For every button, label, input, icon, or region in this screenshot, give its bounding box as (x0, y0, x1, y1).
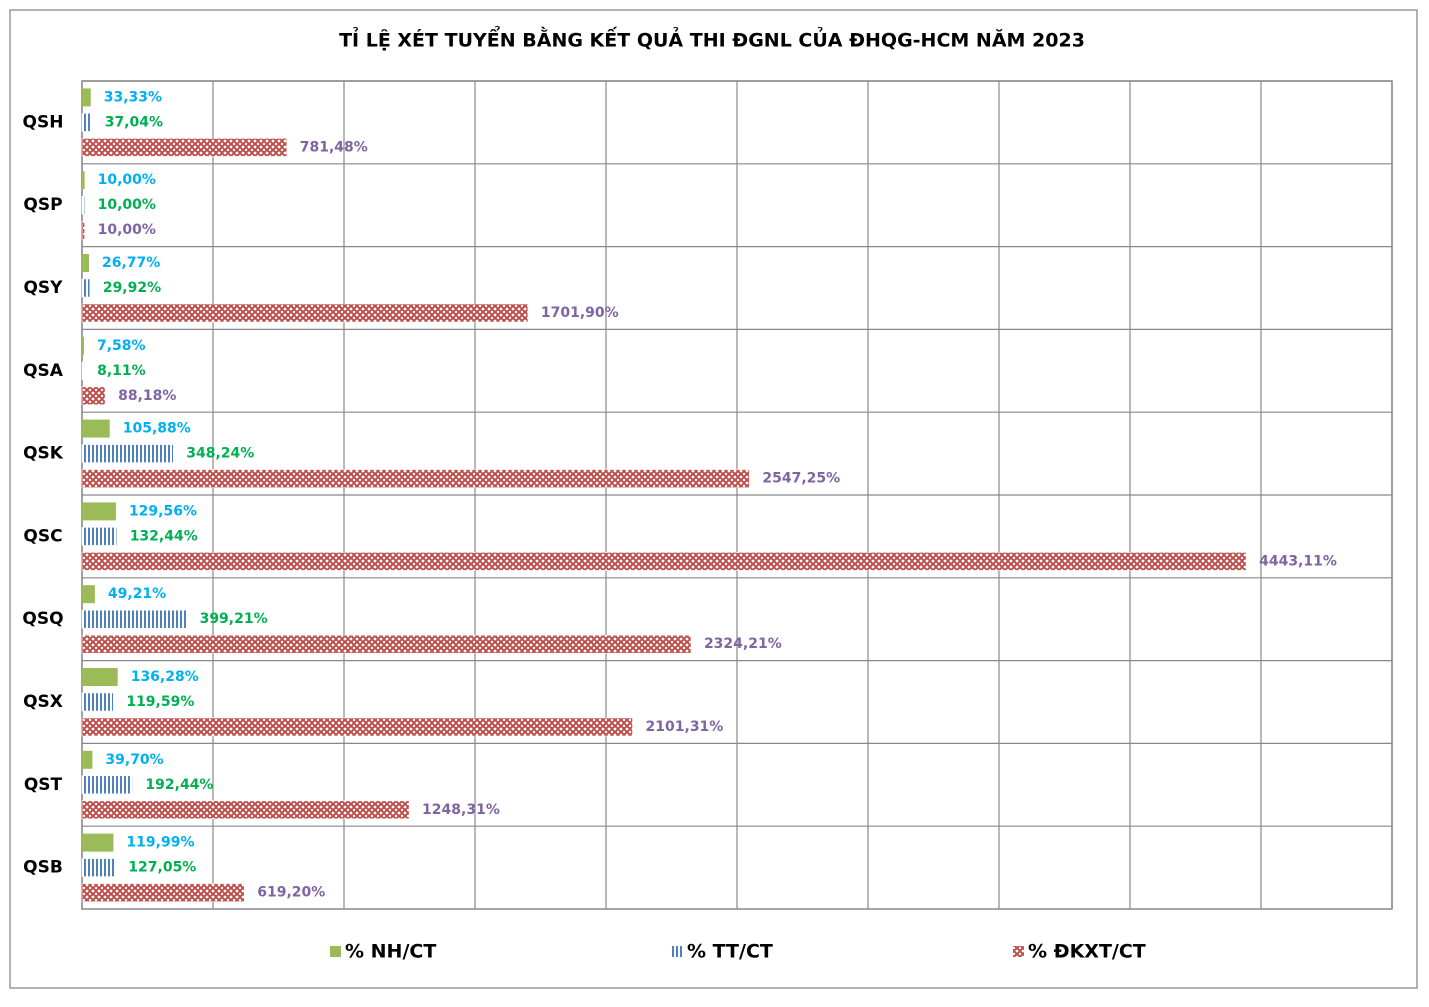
data-label: 1701,90% (541, 305, 619, 321)
bar (82, 254, 90, 272)
data-label: 132,44% (130, 528, 198, 544)
bar (81, 527, 117, 546)
data-label: 119,59% (126, 694, 194, 710)
data-label: 399,21% (200, 611, 268, 627)
y-tick-label: QSY (23, 278, 63, 298)
bar (81, 552, 1247, 571)
data-label: 2547,25% (762, 471, 840, 487)
y-tick-label: QSA (23, 361, 64, 381)
data-label: 26,77% (102, 255, 160, 271)
bar (81, 113, 92, 132)
data-label: 781,48% (300, 139, 368, 155)
data-label: 129,56% (129, 503, 197, 519)
data-label: 10,00% (98, 172, 156, 188)
data-label: 119,99% (126, 835, 194, 851)
data-label: 4443,11% (1259, 553, 1337, 569)
data-label: 192,44% (145, 777, 213, 793)
legend-swatch (330, 946, 341, 957)
bar (82, 171, 85, 190)
data-label: 37,04% (105, 114, 163, 130)
bar (81, 469, 750, 488)
legend-swatch (672, 946, 683, 957)
y-tick-label: QSH (23, 112, 64, 132)
data-label: 105,88% (123, 421, 191, 437)
bar (81, 278, 91, 298)
data-label: 1248,31% (422, 802, 500, 818)
bar (81, 220, 85, 240)
chart-title: TỈ LỆ XÉT TUYỂN BẰNG KẾT QUẢ THI ĐGNL CỦ… (339, 26, 1085, 52)
legend-swatch (1013, 946, 1024, 957)
bar (82, 750, 93, 769)
bar (81, 303, 529, 323)
bar (82, 668, 118, 686)
plot-frame (81, 80, 1393, 910)
y-tick-label: QSC (23, 526, 62, 546)
bar (81, 609, 187, 629)
data-label: 10,00% (98, 197, 156, 213)
bar (81, 386, 106, 406)
bar (81, 361, 85, 381)
bar (82, 419, 110, 438)
legend-label: % NH/CT (345, 941, 436, 963)
data-label: 7,58% (97, 338, 146, 354)
data-label: 10,00% (98, 222, 156, 238)
bar (81, 883, 245, 902)
data-label: 2324,21% (704, 636, 782, 652)
data-label: 29,92% (103, 280, 161, 296)
chart-border (9, 9, 1418, 989)
data-label: 619,20% (257, 885, 325, 901)
data-label: 49,21% (108, 586, 166, 602)
y-tick-label: QSQ (22, 609, 63, 629)
bar (81, 858, 116, 877)
bar (81, 138, 287, 157)
data-label: 127,05% (128, 860, 196, 876)
bar (82, 585, 95, 604)
data-label: 8,11% (97, 363, 146, 379)
y-tick-label: QSX (23, 692, 63, 712)
bar (81, 692, 114, 712)
bar (81, 800, 410, 820)
y-tick-label: QST (24, 775, 63, 795)
y-tick-label: QSK (23, 444, 64, 464)
bar (81, 717, 633, 737)
bar (82, 88, 91, 107)
bar (81, 634, 692, 654)
bar (82, 502, 116, 521)
bar (81, 444, 174, 463)
bar (81, 775, 133, 795)
bar (82, 336, 84, 355)
data-label: 39,70% (105, 752, 163, 768)
data-label: 348,24% (186, 446, 254, 462)
y-tick-label: QSP (23, 195, 62, 215)
legend-label: % TT/CT (687, 941, 773, 963)
y-tick-label: QSB (23, 858, 63, 878)
legend-label: % ĐKXT/CT (1028, 941, 1146, 963)
data-label: 33,33% (104, 89, 162, 105)
data-label: 88,18% (118, 388, 176, 404)
bar (82, 833, 114, 852)
bar (81, 195, 85, 215)
data-label: 2101,31% (646, 719, 724, 735)
data-label: 136,28% (131, 669, 199, 685)
